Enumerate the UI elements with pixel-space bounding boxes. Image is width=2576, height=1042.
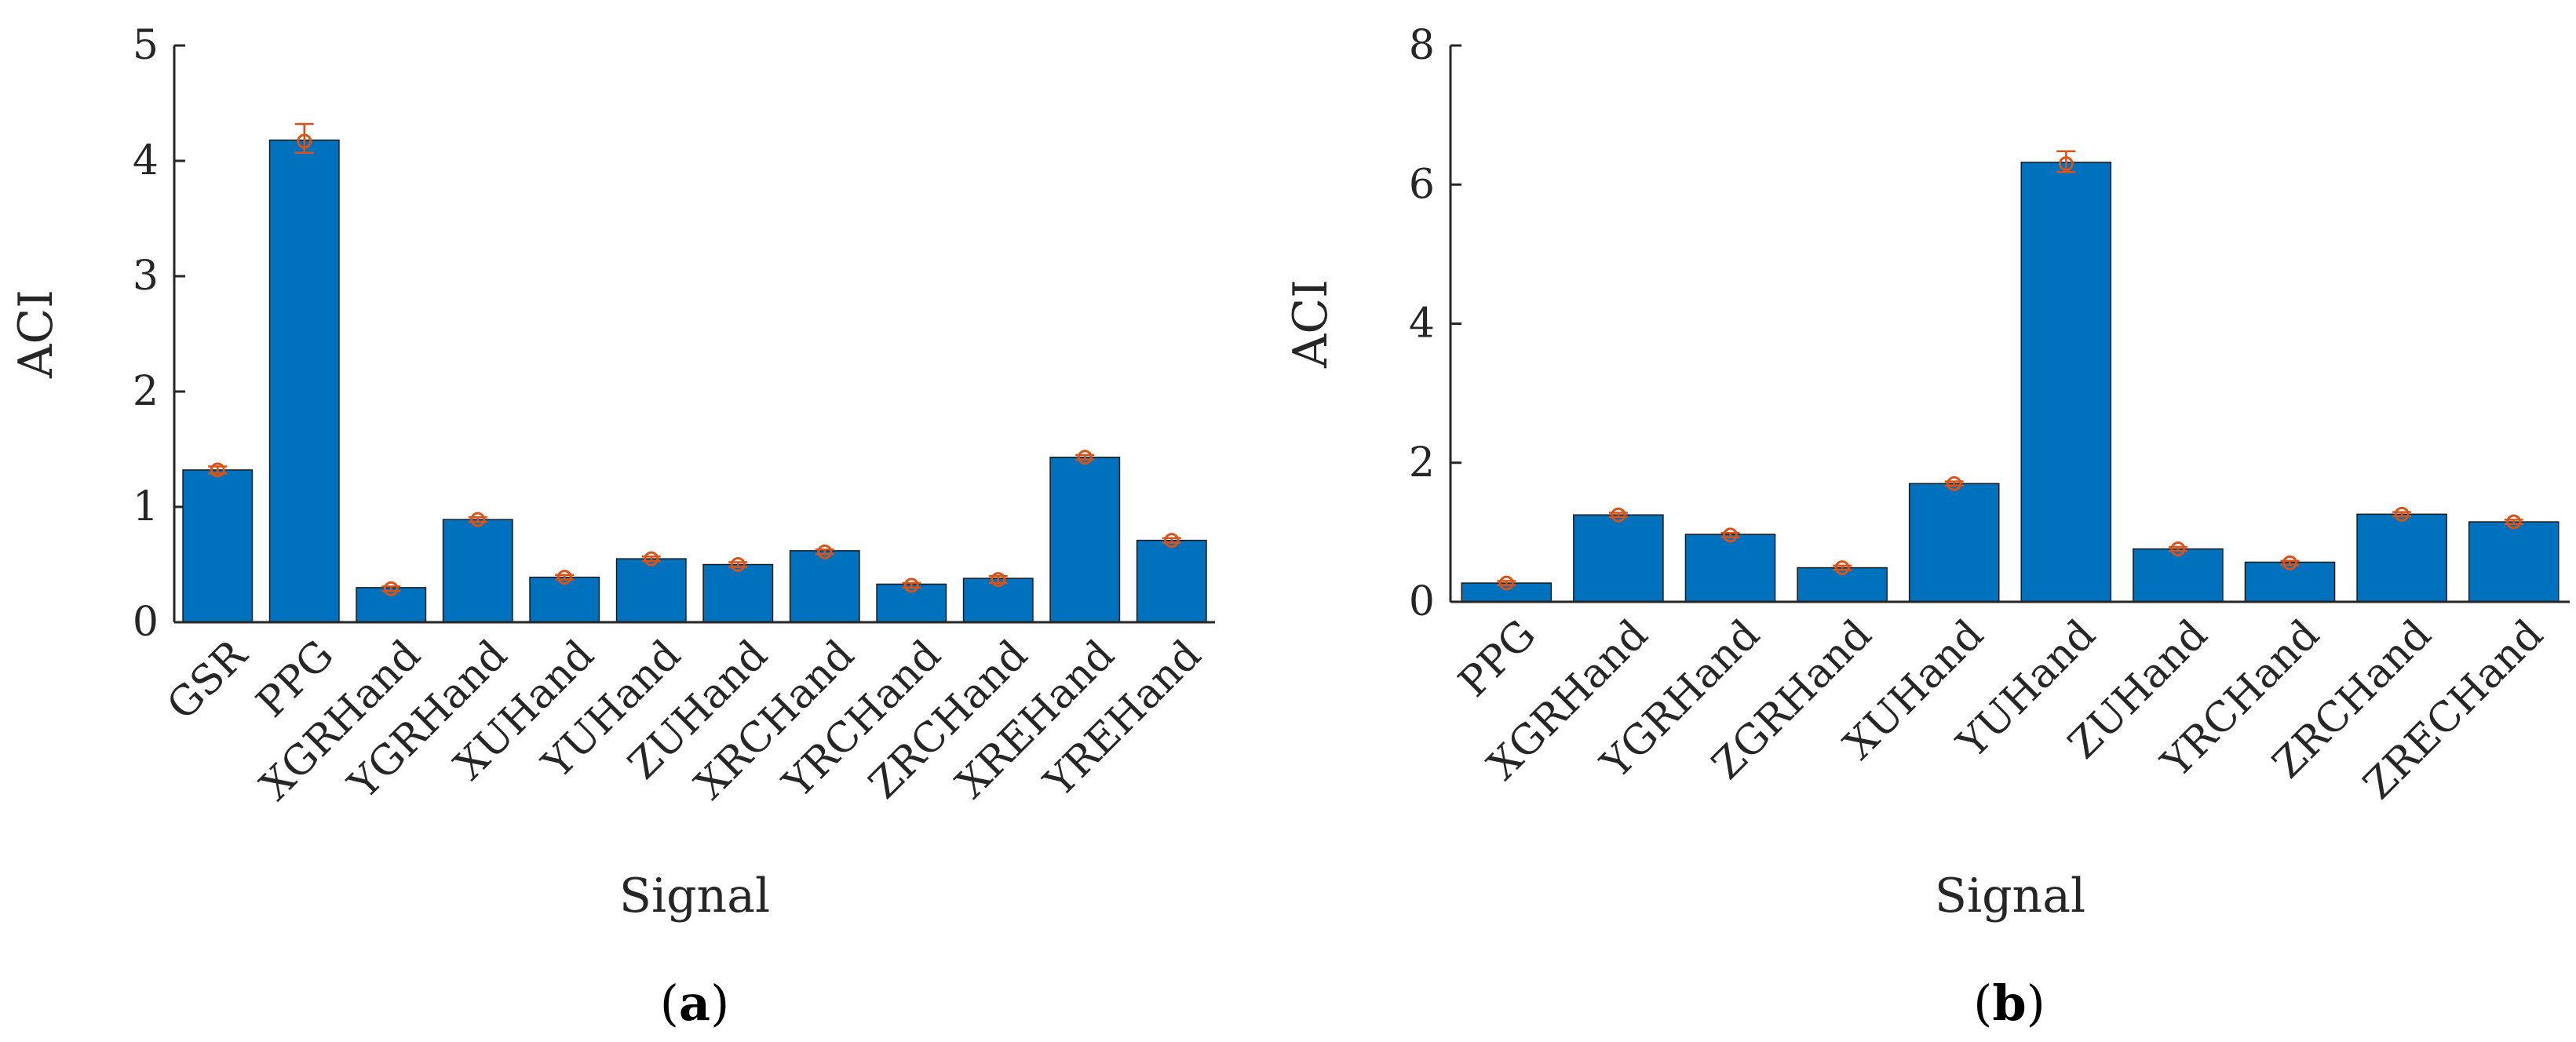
mean-marker-XRCHand [817,544,833,559]
bar-ZUHand [2133,548,2224,603]
mean-marker-GSR [210,462,225,478]
bar-YRCHand [2244,561,2336,603]
mean-marker-YREHand [1164,533,1180,548]
bar-XGRHand [1573,514,1664,603]
y-axis-title: ACI [9,290,64,379]
y-tick-label: 6 [1409,161,1435,208]
bar-YGRHand [442,519,513,623]
mean-marker-ZUHand [730,557,746,572]
mean-marker-XUHand [1947,475,1962,491]
panel-label: (b) [1973,975,2045,1032]
mean-marker-YRCHand [903,577,919,593]
mean-marker-ZRCHand [991,572,1006,588]
chart-panel-a: 012345GSRPPGXGRHandYGRHandXUHandYUHandZU… [9,22,1215,1032]
y-axis-title: ACI [1283,279,1338,369]
y-tick-label: 5 [133,22,159,69]
y-tick-label: 8 [1409,22,1435,69]
bar-GSR [182,469,254,623]
bar-ZUHand [702,563,774,623]
bar-YRCHand [876,583,947,623]
bar-XREHand [1049,457,1121,623]
error-bar-YUHand [2056,150,2076,173]
y-tick-label: 2 [133,368,159,415]
mean-marker-YUHand [644,551,659,567]
mean-marker-YUHand [2058,156,2074,172]
bar-YUHand [615,558,687,623]
y-tick-label: 2 [1409,439,1435,486]
bar-XRCHand [789,550,860,623]
mean-marker-XGRHand [1611,507,1626,523]
mean-marker-YGRHand [1723,527,1738,543]
chart-panel-b: 02468PPGXGRHandYGRHandZGRHandXUHandYUHan… [1283,22,2570,1032]
bar-YGRHand [1684,534,1776,603]
y-tick-label: 4 [1409,301,1435,348]
mean-marker-ZRECHand [2506,514,2522,530]
mean-marker-XREHand [1077,450,1093,465]
bar-YREHand [1136,539,1207,623]
bar-ZRECHand [2468,521,2560,603]
mean-marker-ZGRHand [1834,560,1850,576]
bar-XGRHand [356,587,427,623]
y-tick-label: 4 [133,137,159,184]
mean-marker-PPG [297,133,312,149]
x-tick-label-GSR: GSR [159,630,257,729]
mean-marker-YRCHand [2282,555,2297,570]
mean-marker-XGRHand [383,581,399,596]
mean-marker-XUHand [556,570,572,585]
mean-marker-PPG [1498,575,1514,591]
y-tick-label: 0 [133,599,159,646]
bar-XUHand [1908,483,2000,603]
mean-marker-ZRCHand [2394,506,2410,522]
x-axis-title: Signal [1935,869,2085,924]
mean-marker-ZUHand [2170,541,2186,557]
mean-marker-YGRHand [470,512,486,527]
bar-PPG [268,139,340,623]
bar-ZRCHand [2356,513,2447,603]
bar-YUHand [2020,162,2112,603]
y-tick-label: 1 [133,483,159,530]
x-axis-title: Signal [619,869,770,924]
y-tick-label: 0 [1409,578,1435,625]
panel-label: (a) [660,975,730,1032]
y-tick-label: 3 [133,253,159,300]
x-tick-label-PPG: PPG [1450,611,1545,706]
